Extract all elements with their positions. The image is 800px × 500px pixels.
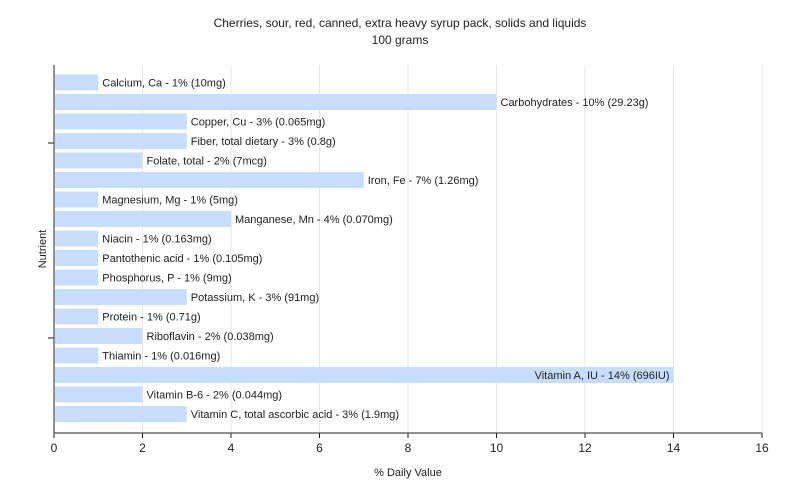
bar-label: Potassium, K - 3% (91mg) [191,292,319,304]
bar-label: Vitamin B-6 - 2% (0.044mg) [147,390,283,402]
bar [55,386,143,403]
bar [55,133,187,149]
bar-label: Pantothenic acid - 1% (0.105mg) [102,253,262,265]
x-tick-label: 2 [139,441,146,455]
bar [55,289,187,305]
axes: 0 2 4 6 8 10 12 14 16 [48,65,769,455]
x-tick-label: 10 [490,441,504,455]
x-tick-label: 0 [51,441,58,455]
bar-label: Manganese, Mn - 4% (0.070mg) [235,214,393,226]
bar [55,191,99,208]
bar-label: Niacin - 1% (0.163mg) [102,234,211,246]
x-tick-label: 8 [405,441,412,455]
bar [55,406,187,422]
x-tick-label: 14 [667,441,681,455]
bar-label: Copper, Cu - 3% (0.065mg) [191,117,326,129]
bar [55,347,99,364]
x-tick-label: 16 [755,441,769,455]
x-tick-label: 6 [316,441,323,455]
bar-label: Fiber, total dietary - 3% (0.8g) [191,136,336,148]
bar-label: Thiamin - 1% (0.016mg) [102,351,220,363]
bar-label: Vitamin A, IU - 14% (696IU) [535,370,670,382]
bar-label: Iron, Fe - 7% (1.26mg) [368,175,479,187]
bar [55,230,99,247]
chart-subtitle: 100 grams [372,33,429,47]
bar-label: Calcium, Ca - 1% (10mg) [102,78,225,90]
bars: Calcium, Ca - 1% (10mg) Carbohydrates - 1… [55,74,674,422]
bar-label: Magnesium, Mg - 1% (5mg) [102,195,238,207]
x-axis-label: % Daily Value [374,467,442,479]
bar-label: Vitamin C, total ascorbic acid - 3% (1.9… [191,409,399,421]
grid-lines [142,65,763,433]
y-axis-label: Nutrient [37,230,49,269]
x-tick-label: 4 [228,441,235,455]
bar-label: Folate, total - 2% (7mcg) [147,156,267,168]
bar-label: Carbohydrates - 10% (29.23g) [501,97,649,109]
bar [55,367,674,383]
bar [55,94,497,110]
bar [55,113,187,130]
bar-label: Phosphorus, P - 1% (9mg) [102,273,231,285]
bar [55,269,99,286]
bar [55,172,364,188]
bar [55,152,143,169]
bar-label: Protein - 1% (0.71g) [102,312,200,324]
chart-title: Cherries, sour, red, canned, extra heavy… [214,16,587,30]
bar-label: Riboflavin - 2% (0.038mg) [147,331,274,343]
bar [55,211,231,227]
bar [55,328,143,344]
bar [55,308,99,325]
bar [55,250,99,266]
x-tick-label: 12 [578,441,592,455]
bar [55,74,99,91]
